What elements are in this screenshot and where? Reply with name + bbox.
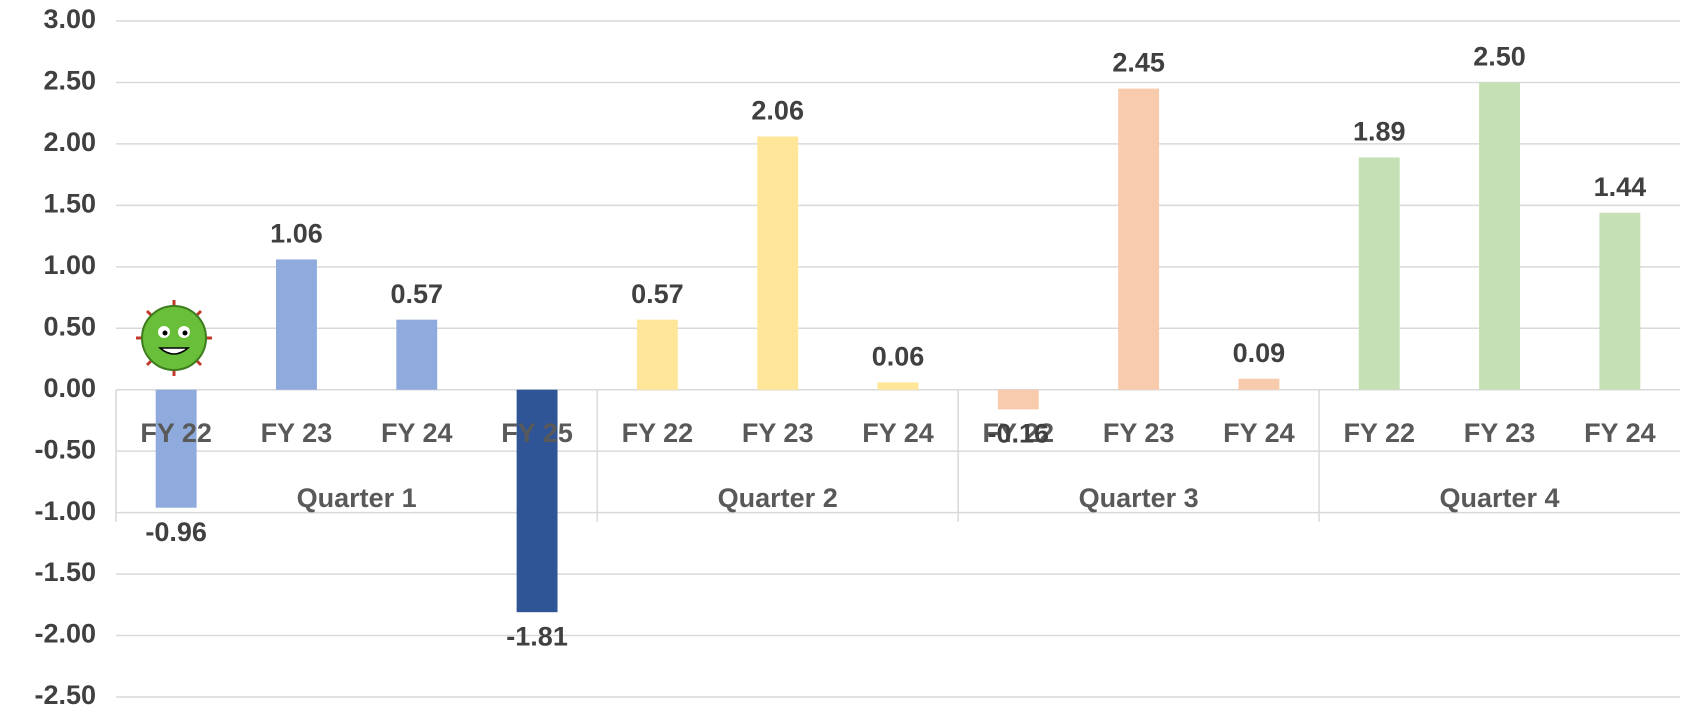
group-label: Quarter 2 — [718, 483, 838, 513]
bar — [998, 390, 1039, 410]
value-label: 2.45 — [1112, 48, 1165, 78]
bar — [1359, 157, 1400, 389]
value-label: 1.89 — [1353, 117, 1406, 147]
y-tick-label: -0.50 — [34, 434, 96, 464]
x-tick-label: FY 23 — [742, 418, 814, 448]
y-tick-label: 0.00 — [43, 373, 96, 403]
x-tick-label: FY 23 — [1464, 418, 1536, 448]
bar — [637, 320, 678, 390]
bar — [757, 137, 798, 390]
x-tick-label: FY 25 — [501, 418, 573, 448]
value-label: 2.50 — [1473, 42, 1526, 72]
y-tick-label: 2.00 — [43, 127, 96, 157]
y-tick-label: 3.00 — [43, 4, 96, 34]
value-label: 2.06 — [751, 96, 804, 126]
y-tick-label: -2.00 — [34, 619, 96, 649]
y-tick-label: -1.50 — [34, 557, 96, 587]
bar — [276, 259, 317, 389]
y-tick-label: 1.50 — [43, 188, 96, 218]
value-label: 0.57 — [390, 279, 443, 309]
value-label: -0.96 — [145, 517, 207, 547]
chart: -2.50 -2.00 -1.50 -1.00 -0.50 0.00 0.50 1.00 1.5… — [0, 0, 1682, 713]
y-tick-label: -2.50 — [34, 680, 96, 710]
x-tick-label: FY 22 — [1343, 418, 1415, 448]
y-tick-label: -1.00 — [34, 496, 96, 526]
bar — [1599, 213, 1640, 390]
value-label: 1.06 — [270, 219, 323, 249]
group-label: Quarter 4 — [1440, 483, 1560, 513]
y-tick-label: 2.50 — [43, 66, 96, 96]
y-tick-label: 1.00 — [43, 250, 96, 280]
value-label: 0.57 — [631, 279, 684, 309]
value-label: 1.44 — [1594, 172, 1647, 202]
bar — [1238, 379, 1279, 390]
value-label: 0.06 — [872, 341, 925, 371]
value-label: -0.16 — [988, 419, 1050, 449]
bar — [878, 382, 919, 389]
plot: -2.50 -2.00 -1.50 -1.00 -0.50 0.00 0.50 1.00 1.5… — [34, 4, 1680, 710]
value-label: 0.09 — [1233, 338, 1286, 368]
x-tick-label: FY 23 — [1103, 418, 1175, 448]
bar — [156, 390, 197, 508]
group-label: Quarter 1 — [297, 483, 417, 513]
x-tick-label: FY 23 — [261, 418, 333, 448]
x-tick-label: FY 24 — [1584, 418, 1656, 448]
x-tick-label: FY 22 — [622, 418, 694, 448]
x-tick-label: FY 22 — [140, 418, 212, 448]
value-label: -1.81 — [506, 621, 568, 651]
x-tick-label: FY 24 — [862, 418, 934, 448]
bar — [1479, 82, 1520, 389]
x-tick-label: FY 24 — [381, 418, 453, 448]
page: -2.50 -2.00 -1.50 -1.00 -0.50 0.00 0.50 1.00 1.5… — [0, 0, 1682, 713]
virus-icon — [136, 300, 212, 376]
group-label: Quarter 3 — [1079, 483, 1199, 513]
x-tick-label: FY 24 — [1223, 418, 1295, 448]
y-tick-label: 0.50 — [43, 311, 96, 341]
bar — [1118, 89, 1159, 390]
bar — [396, 320, 437, 390]
